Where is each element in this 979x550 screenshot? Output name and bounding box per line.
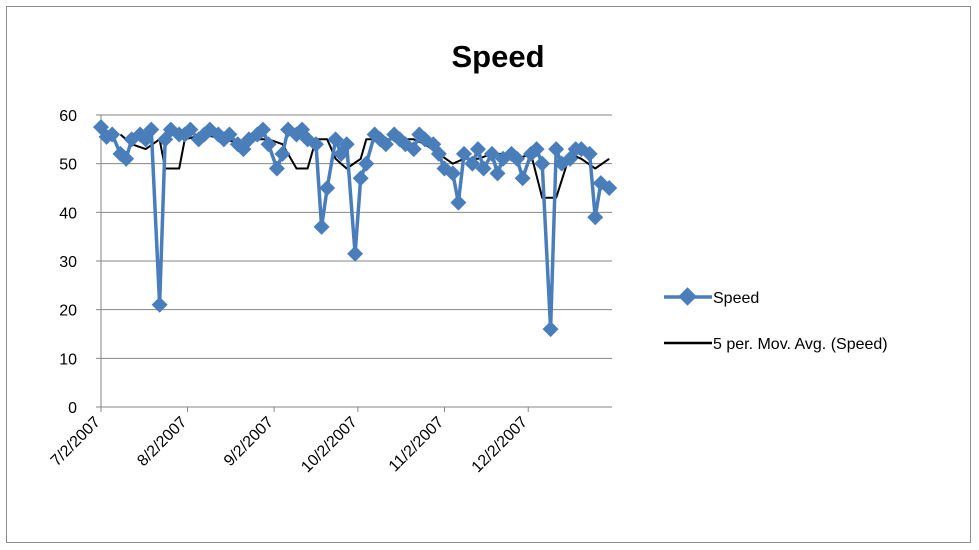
y-tick-label: 0 (68, 400, 77, 417)
speed-point (358, 155, 375, 172)
legend-speed-marker (678, 287, 697, 306)
speed-point (288, 126, 305, 143)
y-tick-label: 60 (59, 108, 77, 125)
x-tick-label: 12/2/2007 (469, 414, 531, 476)
speed-point (601, 180, 618, 196)
speed-point (377, 136, 394, 153)
speed-point (93, 119, 109, 136)
y-tick-label: 50 (59, 157, 77, 174)
speed-point (104, 126, 121, 143)
legend: Speed 5 per. Mov. Avg. (Speed) (664, 287, 888, 353)
speed-point (352, 170, 369, 187)
speed-point (587, 209, 604, 226)
x-tick-label: 11/2/2007 (386, 414, 448, 476)
speed-point (528, 141, 545, 158)
speed-point (313, 218, 330, 235)
speed-point (327, 131, 344, 148)
speed-point (176, 126, 193, 143)
speed-point (254, 121, 271, 138)
legend-ma-label: 5 per. Mov. Avg. (Speed) (713, 336, 888, 353)
speed-point (548, 141, 565, 158)
speed-point (489, 165, 506, 182)
chart-frame (6, 6, 971, 543)
x-tick-label: 10/2/2007 (298, 414, 360, 476)
gridlines (101, 114, 612, 359)
speed-point (319, 180, 336, 196)
speed-point (268, 160, 285, 177)
speed-point (143, 121, 160, 138)
speed-point (514, 170, 531, 187)
speed-point (430, 145, 447, 162)
speed-point (274, 145, 291, 162)
speed-point (118, 150, 135, 167)
speed-point (221, 126, 238, 143)
speed-point (581, 145, 598, 162)
speed-point (347, 245, 364, 262)
speed-point (456, 145, 473, 162)
speed-point (469, 141, 486, 158)
speed-point (534, 155, 551, 172)
speed-point (249, 126, 266, 143)
x-tick-label: 9/2/2007 (221, 414, 277, 470)
speed-point (260, 136, 277, 153)
speed-point (483, 145, 500, 162)
y-tick-label: 20 (59, 303, 77, 320)
speed-point (444, 165, 461, 182)
speed-point (464, 155, 481, 172)
speed-point (196, 126, 213, 143)
x-tick-label: 8/2/2007 (134, 414, 190, 470)
speed-point (338, 136, 355, 153)
speed-point (308, 136, 325, 153)
speed-point (405, 141, 422, 158)
x-tick-label: 7/2/2007 (48, 414, 104, 470)
chart-title: Speed (451, 39, 544, 74)
speed-point (542, 321, 559, 338)
y-tick-label: 30 (59, 254, 77, 271)
legend-speed-label: Speed (713, 290, 759, 307)
speed-point (182, 121, 199, 138)
y-tick-label: 40 (59, 205, 77, 222)
speed-point (151, 296, 168, 313)
y-tick-label: 10 (59, 351, 77, 368)
speed-point (475, 160, 492, 177)
speed-point (509, 150, 526, 167)
speed-point (450, 194, 467, 211)
speed-series (93, 119, 618, 338)
